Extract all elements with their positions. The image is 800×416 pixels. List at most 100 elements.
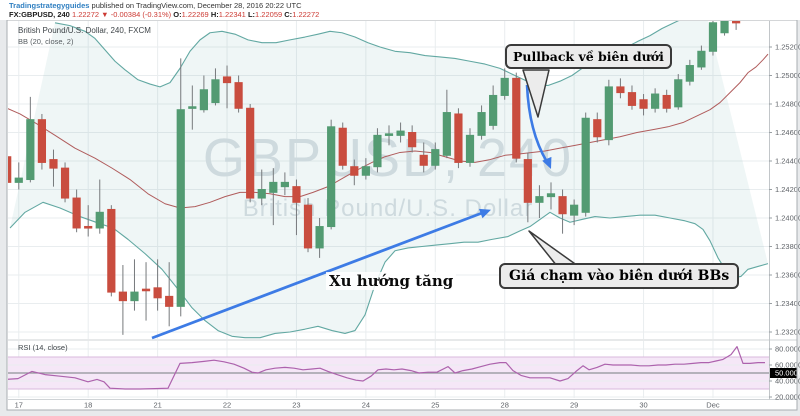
rsi-tick-label: 80.0000	[775, 345, 800, 354]
svg-text:British Pound/U.S. Dollar: British Pound/U.S. Dollar	[243, 195, 533, 222]
last-price: 1.22272	[71, 9, 100, 19]
candle	[14, 177, 23, 183]
pullback-arrow	[525, 84, 549, 163]
candle	[512, 77, 521, 159]
candle	[222, 76, 232, 84]
annotation-pullback-callout: Pullback về biên dưới	[505, 44, 672, 69]
open-label: O:	[173, 9, 182, 19]
candle	[708, 22, 718, 52]
price-tick-label: 1.24800	[775, 100, 800, 109]
bb-indicator-legend[interactable]: BB (20, close, 2)	[18, 37, 74, 46]
pullback-arrowhead	[542, 156, 552, 169]
candle	[118, 291, 128, 302]
chart-legend-title[interactable]: British Pound/U.S. Dollar, 240, FXCM	[18, 26, 151, 35]
time-tick-label: Dec	[706, 401, 720, 410]
price-axis[interactable]: 1.25200 1.25000 1.24800 1.24600 1.24400 1.242…	[769, 43, 800, 337]
rsi-current-value: 50.0000	[775, 369, 800, 378]
price-change: -0.00384 (-0.31%)	[110, 9, 172, 19]
candle	[454, 113, 463, 163]
candle	[246, 107, 255, 199]
time-tick-label: 22	[223, 401, 231, 410]
price-tick-label: 1.24600	[775, 128, 800, 137]
candle	[8, 156, 12, 183]
candle	[720, 21, 729, 34]
rsi-indicator-legend[interactable]: RSI (14, close)	[18, 343, 68, 352]
candle	[303, 204, 313, 249]
candle	[130, 291, 139, 302]
candle	[72, 197, 81, 229]
price-tick-label: 1.24200	[775, 185, 800, 194]
candle	[350, 166, 359, 176]
low-value: 1.22059	[255, 9, 283, 19]
candle	[616, 86, 625, 94]
price-tick-label: 1.23200	[775, 328, 800, 337]
price-tick-label: 1.25200	[775, 43, 800, 52]
candle	[500, 77, 509, 96]
time-tick-label: 17	[15, 401, 23, 410]
candles	[8, 21, 741, 335]
candle	[662, 94, 671, 109]
candle	[84, 225, 93, 229]
time-tick-label: 29	[570, 401, 578, 410]
candle	[257, 189, 266, 199]
symbol-label[interactable]: FX:GBPUSD, 240	[9, 9, 70, 19]
candle	[37, 119, 47, 163]
direction-down-icon: ▼	[101, 9, 109, 19]
candle	[442, 112, 451, 156]
price-tick-label: 1.23600	[775, 271, 800, 280]
time-tick-label: 28	[501, 401, 509, 410]
price-tick-label: 1.23800	[775, 242, 800, 251]
time-tick-label: 23	[292, 401, 300, 410]
time-tick-label: 25	[431, 401, 439, 410]
close-label: C:	[284, 9, 293, 19]
candle	[593, 119, 602, 138]
candle	[558, 196, 567, 215]
rsi-tick-label: 20.0000	[775, 393, 800, 402]
publish-info-line: Tradingstrategyguides published on Tradi…	[9, 2, 302, 10]
candle	[408, 132, 417, 148]
low-label: L:	[247, 9, 256, 19]
candle	[477, 112, 486, 136]
candle	[361, 166, 370, 176]
candle	[107, 208, 116, 293]
candle	[234, 82, 243, 109]
time-tick-label: 24	[362, 401, 370, 410]
candle	[176, 109, 185, 307]
symbol-watermark: GBPUSD, 240 British Pound/U.S. Dollar	[203, 128, 573, 222]
bb-lower-line	[9, 201, 769, 339]
rsi-pane	[8, 346, 769, 398]
annotation-graphics	[151, 69, 579, 340]
candle	[431, 149, 440, 166]
quote-line: FX:GBPUSD, 240 1.22272 ▼ -0.00384 (-0.31…	[9, 9, 320, 19]
candle	[60, 167, 70, 199]
candle	[188, 106, 197, 109]
uptrend-arrowhead	[478, 208, 491, 219]
candle	[327, 126, 336, 228]
rsi-tick-label: 40.0000	[775, 377, 800, 386]
candle	[581, 117, 590, 213]
svg-text:GBPUSD, 240: GBPUSD, 240	[203, 128, 573, 188]
high-label: H:	[210, 9, 219, 19]
publish-header: Tradingstrategyguides published on Tradi…	[0, 0, 800, 20]
source-link[interactable]: Tradingstrategyguides	[9, 1, 90, 10]
close-value: 1.22272	[292, 9, 320, 19]
rsi-line	[8, 346, 765, 390]
candle	[639, 99, 648, 109]
candle	[674, 79, 683, 108]
price-tick-label: 1.25000	[775, 71, 800, 80]
high-value: 1.22341	[218, 9, 246, 19]
time-tick-label: 21	[153, 401, 161, 410]
price-tick-label: 1.24400	[775, 157, 800, 166]
candle	[26, 119, 35, 181]
time-tick-label: 30	[639, 401, 647, 410]
time-axis[interactable]: 17 18 21 22 23 24 25 28 29 30 Dec	[15, 401, 720, 410]
candle	[627, 92, 637, 106]
candle	[651, 93, 660, 109]
time-tick-label: 18	[84, 401, 92, 410]
uptrend-arrow	[151, 210, 487, 340]
candle	[419, 154, 428, 166]
open-value: 1.22269	[181, 9, 209, 19]
